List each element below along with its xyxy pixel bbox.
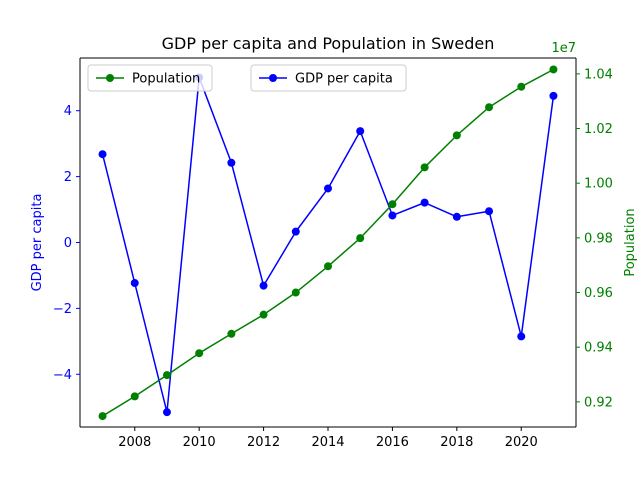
- population-point-2018: [452, 131, 461, 140]
- chart-title: GDP per capita and Population in Sweden: [162, 34, 495, 53]
- plot-axes: 2008 2010 2012 2014 2016 2018 2020 −4 −2 0 2 4 GDP p…: [30, 41, 638, 450]
- gdp-point-2017: [420, 198, 429, 207]
- gdp-point-2018: [452, 212, 461, 221]
- population-point-2013: [291, 288, 300, 297]
- chart-legend: Population GDP per capita: [87, 64, 407, 92]
- legend-label-population: Population: [132, 72, 200, 87]
- x-tick-label-2016: 2016: [376, 435, 409, 450]
- left-y-tick-label--4: −4: [53, 368, 72, 383]
- right-y-tick-label-2: 0.96: [584, 286, 613, 301]
- right-y-axis-title: Population: [623, 208, 638, 276]
- left-y-tick-label-2: 2: [64, 170, 72, 185]
- population-point-2020: [517, 82, 526, 91]
- right-y-tick-label-6: 1.04: [584, 67, 613, 82]
- legend-box-population: [87, 64, 213, 92]
- gdp-point-2019: [485, 207, 494, 216]
- x-tick-label-2020: 2020: [505, 435, 538, 450]
- legend-marker-population: [106, 74, 114, 82]
- population-point-2021: [549, 65, 558, 74]
- x-tick-label-2014: 2014: [311, 435, 344, 450]
- population-point-2017: [420, 163, 429, 172]
- right-y-offset-text: 1e7: [551, 41, 576, 56]
- gdp-point-2014: [324, 184, 332, 193]
- population-point-2019: [485, 103, 494, 112]
- x-tick-label-2018: 2018: [440, 435, 473, 450]
- gdp-point-2009: [162, 408, 171, 417]
- population-point-2015: [356, 234, 365, 243]
- legend-marker-gdp: [269, 74, 277, 82]
- population-point-2011: [227, 329, 236, 338]
- gdp-point-2007: [98, 150, 107, 159]
- right-y-tick-label-3: 0.98: [584, 231, 613, 246]
- right-y-tick-label-1: 0.94: [584, 341, 613, 356]
- gdp-point-2012: [259, 281, 268, 290]
- gdp-point-2015: [356, 127, 365, 136]
- gdp-point-2013: [291, 227, 300, 236]
- population-point-2014: [324, 262, 332, 271]
- population-point-2010: [195, 349, 204, 358]
- left-y-tick-label-0: 0: [64, 236, 72, 251]
- left-y-tick-label-4: 4: [64, 104, 72, 119]
- gdp-point-2008: [130, 279, 139, 288]
- x-tick-label-2008: 2008: [118, 435, 151, 450]
- population-point-2008: [130, 392, 139, 401]
- legend-label-gdp: GDP per capita: [295, 72, 393, 87]
- legend-box-gdp: [250, 64, 407, 92]
- population-point-2009: [162, 371, 171, 380]
- gdp-point-2016: [388, 211, 397, 220]
- right-y-tick-label-4: 1.00: [584, 177, 613, 192]
- x-tick-label-2012: 2012: [247, 435, 280, 450]
- population-point-2016: [388, 200, 397, 209]
- right-y-tick-label-0: 0.92: [584, 395, 613, 410]
- gdp-point-2011: [227, 158, 236, 167]
- left-y-tick-label--2: −2: [53, 302, 72, 317]
- population-point-2012: [259, 310, 268, 319]
- plot-marks: [98, 65, 558, 421]
- left-y-axis-title: GDP per capita: [30, 194, 45, 292]
- gdp-point-2021: [549, 91, 558, 100]
- population-point-2007: [98, 412, 107, 421]
- gdp-point-2020: [517, 332, 526, 341]
- right-y-tick-label-5: 1.02: [584, 122, 613, 137]
- x-tick-label-2010: 2010: [183, 435, 216, 450]
